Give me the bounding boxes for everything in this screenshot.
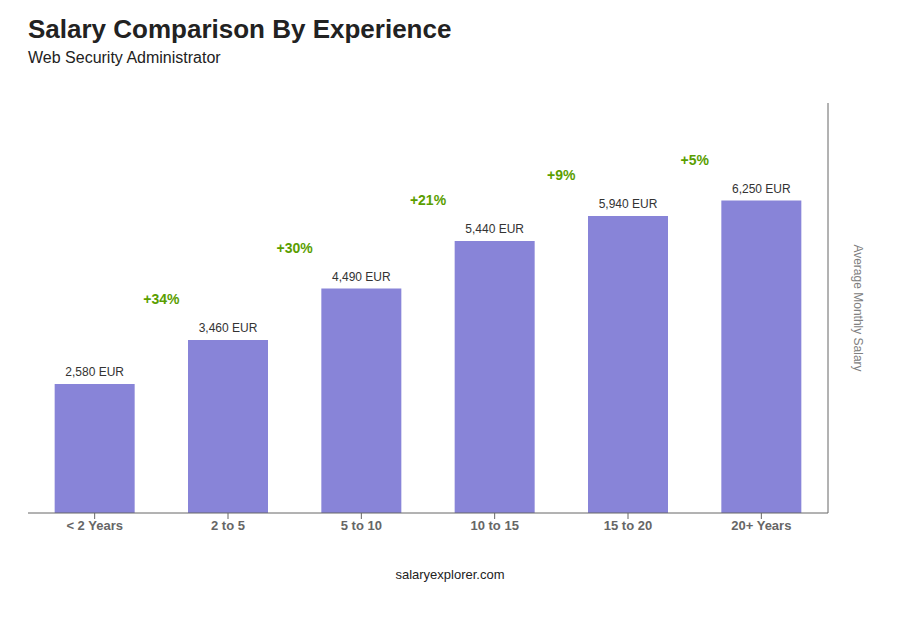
html-text:salaryexplorer.com: salaryexplorer.com [395,567,505,582]
svg-text:+9%: +9% [547,167,576,183]
svg-text:< 2 Years: < 2 Years [66,518,123,533]
svg-text:6,250 EUR: 6,250 EUR [732,182,791,196]
svg-text:+34%: +34% [143,291,180,307]
svg-text:5 to 10: 5 to 10 [341,518,382,533]
svg-text:5,440 EUR: 5,440 EUR [465,222,524,236]
svg-text:20+ Years: 20+ Years [731,518,791,533]
svg-text:Average Monthly Salary: Average Monthly Salary [851,244,865,371]
svg-text:10 to 15: 10 to 15 [470,518,518,533]
html-text:Web Security Administrator: Web Security Administrator [28,49,221,66]
svg-text:+30%: +30% [277,240,314,256]
svg-text:2 to 5: 2 to 5 [211,518,245,533]
svg-text:3,460 EUR: 3,460 EUR [199,321,258,335]
svg-text:4,490 EUR: 4,490 EUR [332,270,391,284]
html-text:Salary Comparison By Experienc: Salary Comparison By Experience [28,14,452,44]
svg-text:2,580 EUR: 2,580 EUR [65,365,124,379]
svg-text:5,940 EUR: 5,940 EUR [599,197,658,211]
svg-text:15 to 20: 15 to 20 [604,518,652,533]
svg-text:+5%: +5% [680,152,709,168]
svg-text:+21%: +21% [410,192,447,208]
